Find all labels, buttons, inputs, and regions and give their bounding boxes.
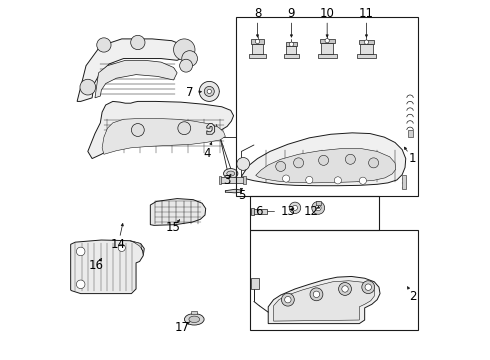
Polygon shape: [273, 281, 374, 321]
Circle shape: [76, 247, 85, 256]
Circle shape: [313, 291, 319, 297]
Text: 1: 1: [409, 152, 416, 165]
Text: 15: 15: [166, 221, 181, 234]
Circle shape: [334, 177, 342, 184]
Text: 7: 7: [186, 86, 194, 99]
Circle shape: [294, 158, 304, 168]
Text: 5: 5: [238, 189, 245, 202]
Bar: [357, 54, 376, 58]
Bar: [287, 46, 296, 54]
Circle shape: [276, 161, 286, 171]
Polygon shape: [242, 133, 406, 186]
Circle shape: [285, 296, 291, 303]
Circle shape: [207, 89, 211, 94]
Circle shape: [173, 39, 195, 60]
Bar: [236, 18, 418, 196]
Text: 8: 8: [254, 8, 261, 21]
Polygon shape: [102, 118, 225, 154]
Bar: [251, 278, 259, 289]
Bar: [243, 176, 245, 184]
Circle shape: [283, 175, 290, 182]
Circle shape: [310, 288, 323, 301]
Circle shape: [316, 205, 321, 211]
Circle shape: [306, 176, 313, 184]
Text: 17: 17: [175, 321, 190, 334]
Bar: [220, 177, 245, 183]
Polygon shape: [225, 189, 242, 193]
Text: 16: 16: [88, 259, 103, 272]
Circle shape: [345, 154, 355, 164]
Text: 12: 12: [304, 205, 318, 218]
Circle shape: [339, 283, 351, 296]
Polygon shape: [88, 102, 234, 158]
Bar: [321, 43, 333, 54]
Circle shape: [289, 42, 294, 46]
Polygon shape: [130, 241, 143, 255]
Bar: [360, 44, 372, 54]
Bar: [318, 54, 337, 58]
Polygon shape: [268, 276, 380, 324]
Bar: [251, 208, 253, 215]
Polygon shape: [95, 60, 177, 98]
Bar: [219, 176, 221, 184]
Bar: [250, 196, 379, 230]
Bar: [252, 209, 267, 214]
Bar: [251, 39, 264, 44]
Ellipse shape: [189, 316, 199, 323]
Circle shape: [368, 158, 379, 168]
Circle shape: [362, 281, 375, 294]
Circle shape: [255, 39, 260, 44]
Text: 3: 3: [223, 174, 231, 186]
Text: 14: 14: [111, 238, 126, 251]
Circle shape: [289, 202, 301, 213]
Text: 6: 6: [256, 205, 263, 218]
Bar: [192, 311, 197, 314]
Text: 11: 11: [359, 8, 374, 21]
Circle shape: [359, 177, 367, 184]
Circle shape: [318, 156, 329, 165]
Bar: [250, 230, 418, 330]
Polygon shape: [150, 199, 206, 225]
Text: 13: 13: [280, 205, 295, 218]
Bar: [402, 175, 407, 189]
Ellipse shape: [227, 171, 235, 176]
Circle shape: [97, 38, 111, 52]
Circle shape: [204, 86, 214, 96]
Circle shape: [293, 205, 297, 210]
Circle shape: [80, 79, 96, 95]
Bar: [248, 54, 267, 58]
Circle shape: [364, 40, 368, 44]
Circle shape: [131, 123, 144, 136]
Polygon shape: [77, 39, 193, 102]
Circle shape: [325, 39, 329, 43]
Circle shape: [180, 59, 193, 72]
Bar: [319, 39, 335, 43]
Text: 4: 4: [204, 147, 211, 160]
Circle shape: [76, 280, 85, 289]
Bar: [286, 42, 297, 46]
Circle shape: [237, 157, 249, 170]
Bar: [408, 130, 413, 137]
Text: 9: 9: [288, 8, 295, 21]
Circle shape: [312, 202, 325, 214]
Circle shape: [365, 284, 371, 291]
Circle shape: [178, 122, 191, 135]
Circle shape: [131, 35, 145, 50]
Ellipse shape: [184, 314, 204, 325]
Ellipse shape: [223, 168, 238, 179]
Polygon shape: [71, 240, 144, 294]
Circle shape: [199, 81, 220, 102]
Bar: [316, 202, 321, 205]
Circle shape: [281, 293, 294, 306]
Bar: [359, 40, 373, 44]
Circle shape: [118, 244, 125, 251]
Polygon shape: [256, 149, 396, 183]
Circle shape: [342, 286, 348, 292]
Text: 2: 2: [409, 289, 416, 303]
Bar: [284, 54, 299, 58]
Circle shape: [182, 51, 197, 66]
Text: 10: 10: [319, 8, 335, 21]
Bar: [252, 44, 263, 54]
Polygon shape: [207, 123, 215, 134]
